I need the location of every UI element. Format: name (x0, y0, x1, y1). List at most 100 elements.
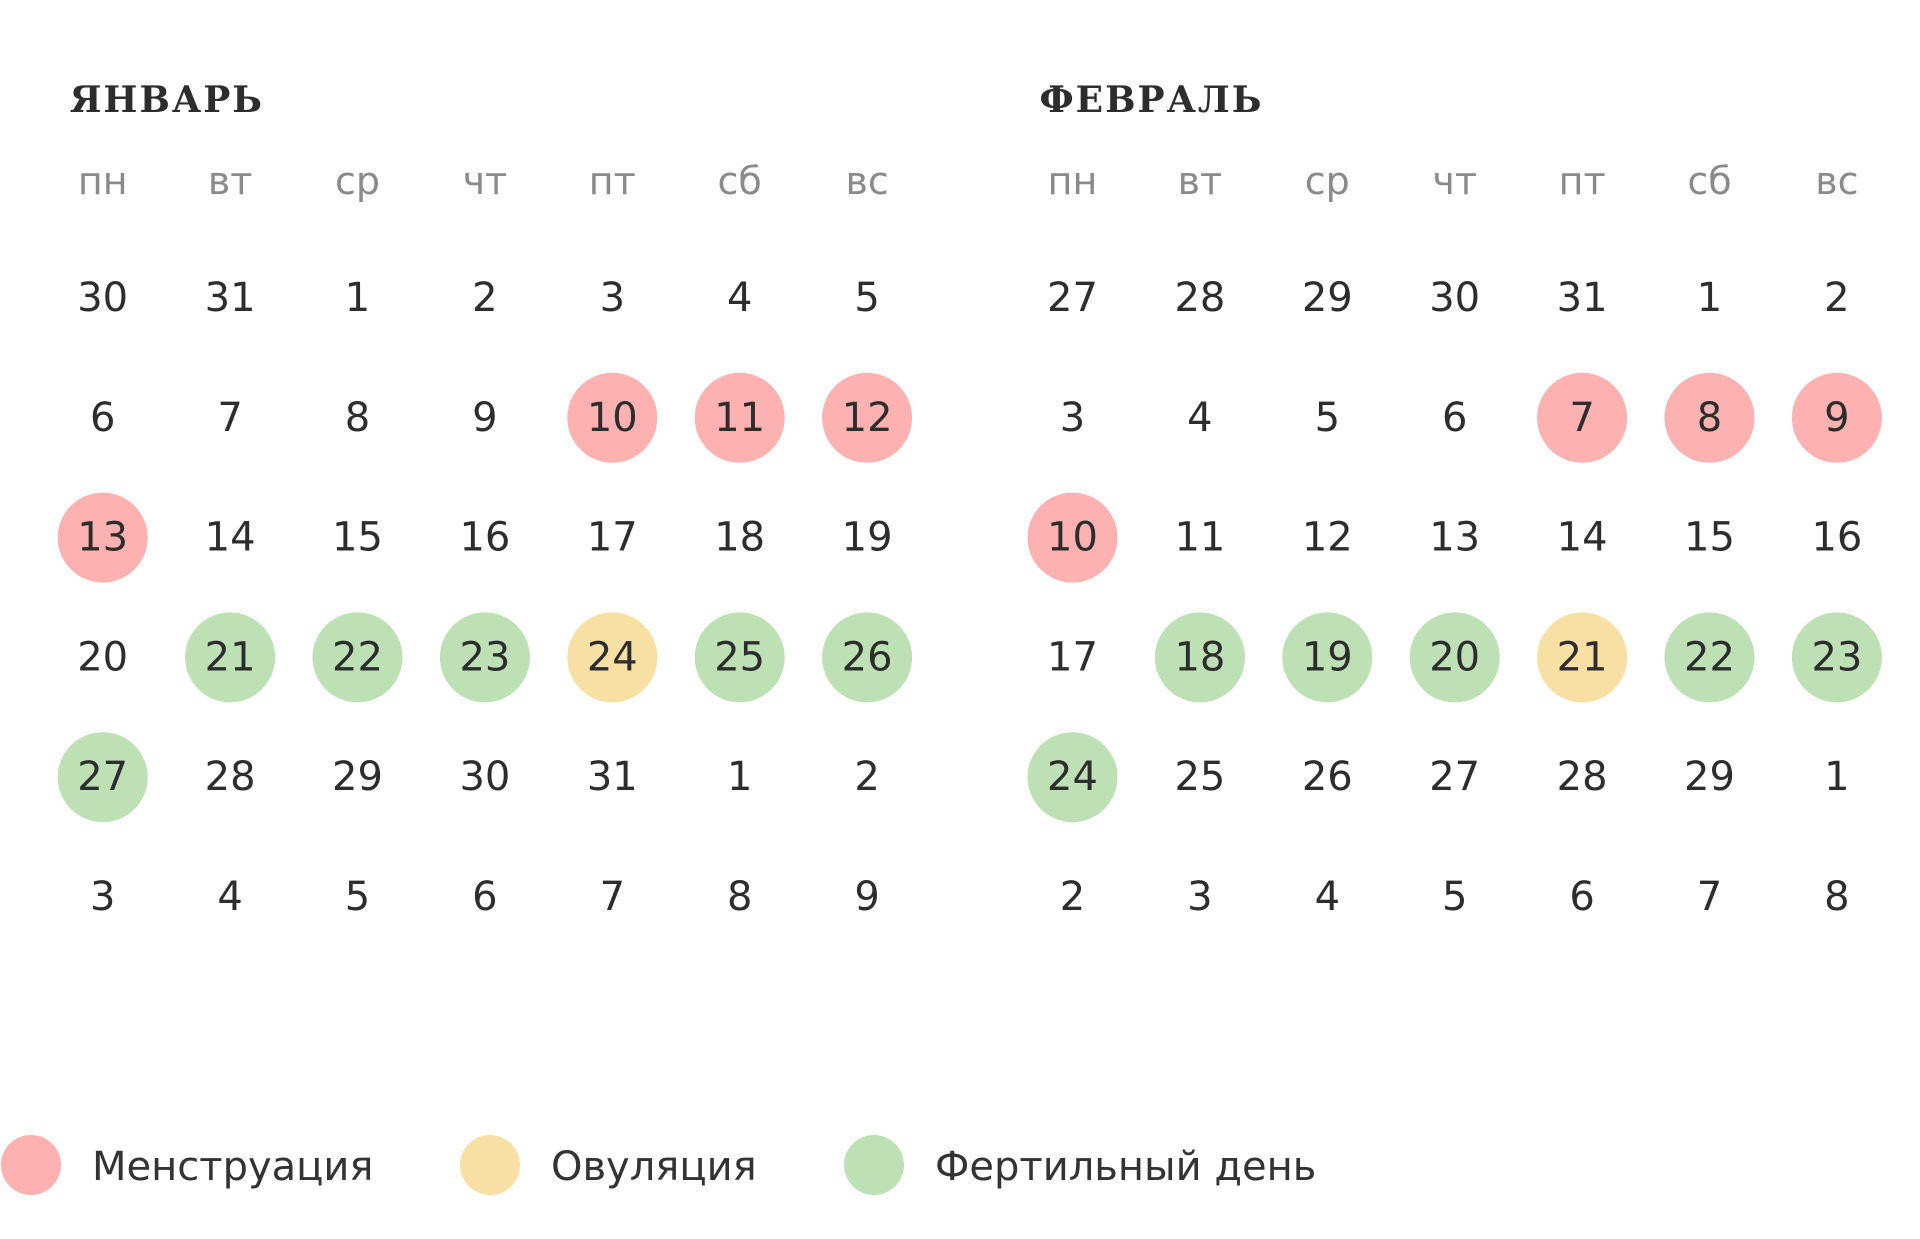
day: 27 (1047, 275, 1098, 321)
day-highlight (57, 732, 148, 823)
weekday: ср (335, 159, 380, 203)
day: 16 (1811, 515, 1862, 561)
weekday: пн (1048, 159, 1098, 203)
weekday: пт (1559, 159, 1606, 203)
day: 31 (205, 275, 256, 321)
day: 5 (1315, 395, 1340, 441)
day-highlight (312, 612, 403, 703)
day: 12 (1302, 515, 1353, 561)
day: 7 (217, 395, 242, 441)
day: 22 (332, 634, 383, 680)
day: 28 (205, 754, 256, 800)
day: 24 (587, 634, 638, 680)
day: 20 (1429, 634, 1480, 680)
day: 29 (332, 754, 383, 800)
day: 3 (1187, 874, 1212, 920)
day: 15 (332, 515, 383, 561)
day: 14 (1557, 515, 1608, 561)
day: 9 (472, 395, 497, 441)
day: 5 (854, 275, 879, 321)
day: 8 (727, 874, 752, 920)
day: 3 (600, 275, 625, 321)
month-title: ФЕВРАЛЬ (1040, 79, 1264, 121)
day: 1 (345, 275, 370, 321)
day: 9 (854, 874, 879, 920)
day-highlight (567, 612, 658, 703)
day: 11 (714, 395, 765, 441)
day: 6 (1442, 395, 1467, 441)
day-highlight (694, 612, 785, 703)
day-highlight (1409, 612, 1500, 703)
day: 4 (727, 275, 752, 321)
day: 10 (1047, 515, 1098, 561)
day: 30 (1429, 275, 1480, 321)
day: 2 (854, 754, 879, 800)
day-highlight (1282, 612, 1373, 703)
day: 23 (459, 634, 510, 680)
day-highlight (439, 612, 530, 703)
day: 31 (587, 754, 638, 800)
day: 25 (1174, 754, 1225, 800)
day-highlight (185, 612, 276, 703)
legend-label: Овуляция (551, 1144, 757, 1190)
day: 3 (1060, 395, 1085, 441)
day: 31 (1557, 275, 1608, 321)
weekday: сб (1687, 159, 1731, 203)
day-highlight (567, 372, 658, 463)
weekday: чт (463, 159, 508, 203)
day: 23 (1811, 634, 1862, 680)
day-highlight (822, 612, 913, 703)
legend-swatch (1, 1135, 61, 1195)
day: 18 (1174, 634, 1225, 680)
day: 26 (1302, 754, 1353, 800)
day: 4 (217, 874, 242, 920)
day-highlight (1027, 492, 1118, 583)
day: 18 (714, 515, 765, 561)
day-highlight (1154, 612, 1245, 703)
weekday: вт (1178, 159, 1223, 203)
day: 17 (587, 515, 638, 561)
day: 12 (842, 395, 893, 441)
day: 7 (1697, 874, 1722, 920)
weekday: пн (78, 159, 128, 203)
day: 2 (1060, 874, 1085, 920)
day: 1 (1824, 754, 1849, 800)
day: 29 (1684, 754, 1735, 800)
day: 15 (1684, 515, 1735, 561)
weekday: пт (589, 159, 636, 203)
day: 27 (77, 754, 128, 800)
day-highlight (1664, 612, 1755, 703)
day: 26 (842, 634, 893, 680)
weekday: чт (1432, 159, 1477, 203)
day: 1 (1697, 275, 1722, 321)
day: 2 (472, 275, 497, 321)
day: 19 (842, 515, 893, 561)
day: 21 (1557, 634, 1608, 680)
day: 21 (205, 634, 256, 680)
day: 22 (1684, 634, 1735, 680)
day: 9 (1824, 395, 1849, 441)
day: 6 (1569, 874, 1594, 920)
weekday: сб (718, 159, 762, 203)
day-highlight (1791, 612, 1882, 703)
day: 11 (1174, 515, 1225, 561)
day-highlight (57, 492, 148, 583)
day: 19 (1302, 634, 1353, 680)
day: 3 (90, 874, 115, 920)
day: 10 (587, 395, 638, 441)
day: 5 (345, 874, 370, 920)
legend-label: Фертильный день (935, 1144, 1316, 1190)
day: 20 (77, 634, 128, 680)
day: 28 (1557, 754, 1608, 800)
day-highlight (1027, 732, 1118, 823)
weekday: вс (845, 159, 888, 203)
day: 16 (459, 515, 510, 561)
day: 17 (1047, 634, 1098, 680)
day: 29 (1302, 275, 1353, 321)
day: 4 (1315, 874, 1340, 920)
day-highlight (1791, 372, 1882, 463)
day: 7 (600, 874, 625, 920)
day-highlight (1537, 612, 1628, 703)
weekday: вс (1815, 159, 1858, 203)
